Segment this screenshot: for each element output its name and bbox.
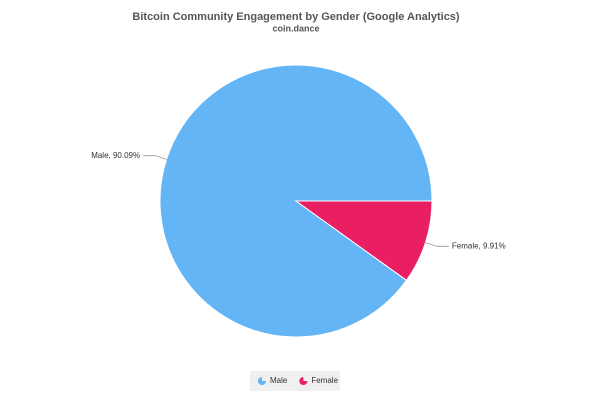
legend-icon — [299, 377, 308, 385]
data-label: Female, 9.91% — [452, 241, 506, 250]
pie-slice — [294, 200, 433, 282]
data-label: Male, 90.09% — [91, 151, 140, 160]
chart-title: Bitcoin Community Engagement by Gender (… — [132, 11, 460, 23]
leader-line — [425, 242, 449, 247]
legend-icon — [258, 377, 266, 385]
legend-label[interactable]: Male — [270, 376, 288, 385]
legend-label[interactable]: Female — [311, 376, 338, 385]
chart-subtitle: coin.dance — [272, 23, 319, 33]
legend-box — [250, 371, 340, 391]
leader-line — [143, 155, 167, 160]
